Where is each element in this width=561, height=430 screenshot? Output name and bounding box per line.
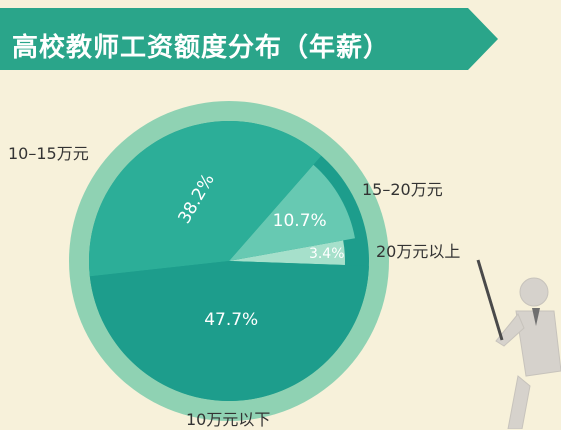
value-label-15-20: 10.7%: [273, 211, 327, 231]
figure-tie: [532, 308, 540, 326]
chart-title: 高校教师工资额度分布（年薪）: [12, 33, 391, 63]
slices-group: [88, 121, 369, 402]
category-label-20-plus: 20万元以上: [376, 242, 461, 261]
slice-20-plus: [229, 240, 345, 266]
title-banner: 高校教师工资额度分布（年薪）: [0, 8, 498, 70]
slice-below-10: [89, 261, 369, 402]
slice-15-20: [229, 164, 355, 261]
pointer-stick: [476, 259, 504, 341]
figure-torso: [515, 310, 561, 377]
category-label-below-10: 10万元以下: [186, 410, 271, 429]
banner-arrow: [438, 8, 498, 70]
value-label-20-plus: 3.4%: [309, 246, 345, 262]
figure-head: [519, 277, 549, 307]
figure-leg: [507, 375, 531, 429]
category-label-10-15: 10–15万元: [8, 144, 89, 163]
slice-10-15: [88, 121, 322, 277]
category-label-15-20: 15–20万元: [362, 180, 443, 199]
figure-arm: [495, 313, 525, 347]
value-label-below-10: 47.7%: [204, 310, 258, 330]
presenter-figure: [476, 259, 561, 429]
